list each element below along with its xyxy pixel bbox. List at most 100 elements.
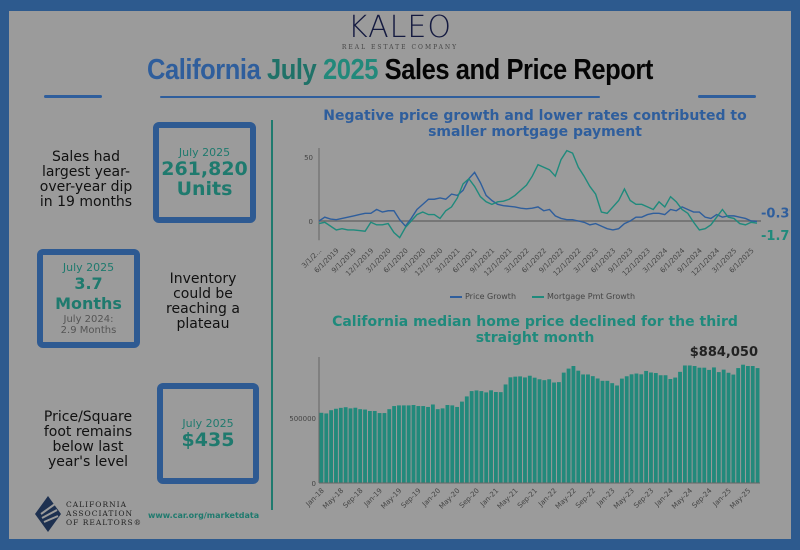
inventory-caption: Inventory could be reaching a plateau [166, 271, 240, 332]
bar [513, 376, 518, 483]
bar [731, 374, 736, 483]
bar [668, 379, 673, 483]
sales-value: 261,820 [161, 158, 248, 180]
bar [610, 383, 615, 483]
series-end-label: -0.3% [761, 206, 790, 221]
bar [508, 377, 513, 483]
sales-box: July 2025 261,820 Units [153, 122, 256, 223]
bar [406, 405, 411, 483]
x-tick-label: Sep-24 [690, 486, 713, 509]
bar [687, 365, 692, 483]
bar [595, 378, 600, 483]
bar [377, 413, 382, 483]
title-rule-center [160, 96, 600, 98]
bar [634, 373, 639, 483]
bar [484, 392, 489, 483]
bar [552, 382, 556, 483]
y-tick-label: 50 [304, 154, 313, 162]
bar [343, 407, 348, 483]
title-state: California [147, 54, 261, 86]
bar [338, 407, 343, 483]
x-tick-label: Sep-18 [342, 487, 365, 510]
bar [576, 370, 581, 483]
car-line1: CALIFORNIA [66, 500, 128, 509]
bar-chart-title: California median home price declined fo… [332, 314, 738, 346]
bar [721, 369, 726, 483]
bar [455, 406, 460, 483]
legend-swatch-mortgage [532, 295, 545, 298]
bar [653, 373, 658, 483]
sales-unit: Units [176, 178, 233, 200]
bar [542, 380, 547, 483]
bar [464, 396, 469, 483]
bar [697, 367, 702, 483]
bar [663, 375, 668, 483]
bar [421, 406, 426, 483]
x-tick-label: Sep-19 [400, 487, 423, 510]
bar [527, 375, 532, 483]
bar [445, 405, 450, 483]
inventory-prior-label: July 2024: [63, 314, 114, 325]
bar [644, 370, 649, 483]
page-title: California July 2025 Sales and Price Rep… [48, 54, 752, 87]
x-tick-label: Sep-20 [458, 487, 481, 510]
bar [750, 366, 755, 483]
bar [367, 410, 372, 483]
bar [619, 378, 624, 483]
legend-swatch-price [450, 295, 462, 298]
bar [392, 406, 397, 483]
bar [571, 366, 576, 483]
title-year: 2025 [322, 54, 378, 86]
inventory-prior-value: 2.9 Months [60, 325, 117, 336]
bar [430, 404, 435, 483]
legend-mortgage-growth: Mortgage Pmt Growth [532, 292, 635, 301]
x-tick-label: May-23 [612, 487, 636, 511]
bar [460, 401, 464, 483]
y-tick-label: 0 [312, 480, 316, 488]
bar-chart: 0500000Jan-18May-18Sep-18Jan-19May-19Sep… [290, 345, 760, 511]
bar [736, 368, 741, 483]
bar [649, 372, 653, 483]
bar [682, 365, 687, 483]
bar [629, 374, 634, 483]
bar [498, 392, 503, 483]
bar [673, 377, 678, 483]
price-sqft-month: July 2025 [182, 417, 234, 430]
bar [440, 408, 445, 483]
car-name: CALIFORNIA ASSOCIATION OF REALTORS® [66, 500, 142, 527]
bar [479, 391, 484, 483]
bar [363, 409, 367, 483]
car-line3: OF REALTORS® [66, 518, 143, 527]
bar [474, 390, 479, 483]
x-tick-label: May-22 [554, 487, 578, 511]
bar [353, 407, 358, 483]
bar [556, 382, 561, 483]
car-line2: ASSOCIATION [66, 509, 134, 518]
bar [547, 379, 552, 483]
x-tick-label: May-24 [670, 486, 694, 510]
bar [358, 409, 363, 483]
legend-price-growth: Price Growth [450, 292, 516, 301]
bar [712, 367, 716, 483]
price-sqft-box: July 2025 $435 [157, 383, 259, 484]
y-tick-label: 0 [309, 218, 313, 226]
series-line-price [318, 171, 758, 231]
bar [586, 374, 590, 483]
market-data-link[interactable]: www.car.org/marketdata [148, 511, 260, 520]
section-divider [271, 120, 273, 510]
logo-name: KALEO [348, 10, 452, 45]
bar [503, 384, 508, 483]
bar [566, 368, 571, 483]
bar [493, 392, 498, 483]
inventory-value: 3.7 Months [55, 274, 122, 313]
car-logo-icon [33, 494, 63, 534]
bar [387, 409, 392, 483]
bar [329, 410, 334, 483]
title-rest: Sales and Price Report [384, 54, 654, 86]
bar [600, 380, 605, 483]
legend-label-mortgage: Mortgage Pmt Growth [547, 292, 636, 301]
bar [615, 385, 619, 483]
x-tick-label: May-21 [496, 487, 520, 511]
bar [411, 405, 416, 483]
series-end-label: -1.7% [761, 229, 790, 244]
